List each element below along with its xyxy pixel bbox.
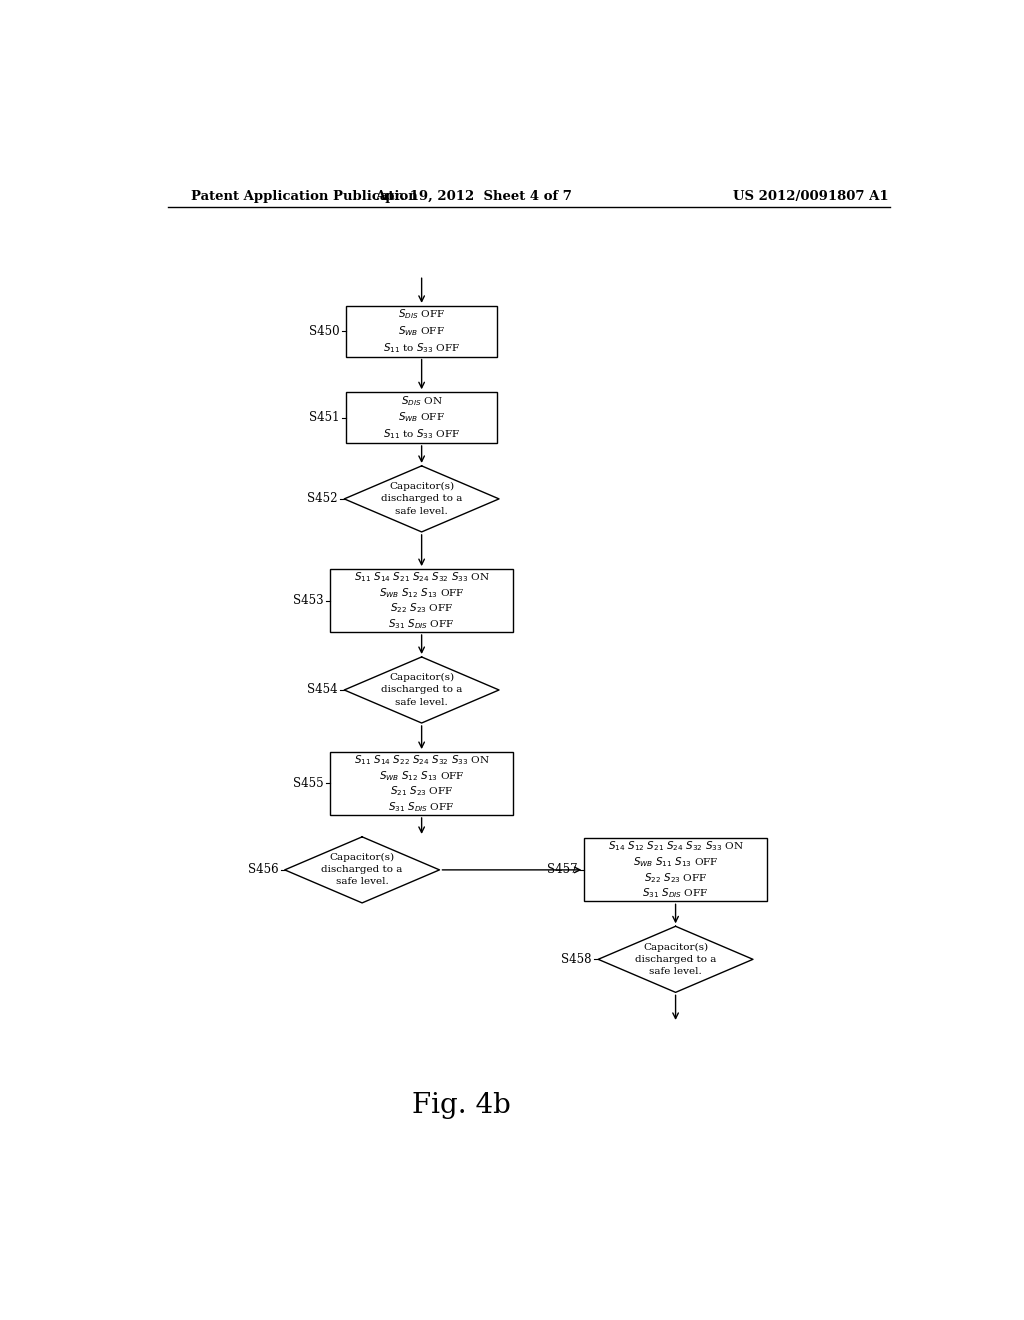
Bar (331, 752, 513, 814)
Text: $S_{WB}$ $S_{12}$ $S_{13}$ OFF: $S_{WB}$ $S_{12}$ $S_{13}$ OFF (379, 586, 465, 599)
Text: $S_{22}$ $S_{23}$ OFF: $S_{22}$ $S_{23}$ OFF (390, 602, 454, 615)
Text: $S_{11}$ $S_{14}$ $S_{22}$ $S_{24}$ $S_{32}$ $S_{33}$ ON: $S_{11}$ $S_{14}$ $S_{22}$ $S_{24}$ $S_{… (353, 752, 489, 767)
Bar (346, 392, 497, 444)
Text: $S_{31}$ $S_{DIS}$ OFF: $S_{31}$ $S_{DIS}$ OFF (388, 800, 455, 814)
Text: S454: S454 (307, 684, 338, 697)
Text: Patent Application Publication: Patent Application Publication (191, 190, 418, 202)
Text: S451: S451 (309, 411, 340, 424)
Text: Capacitor(s): Capacitor(s) (330, 853, 394, 862)
Text: S450: S450 (309, 325, 340, 338)
Text: $S_{DIS}$ ON: $S_{DIS}$ ON (400, 393, 442, 408)
Text: $S_{WB}$ OFF: $S_{WB}$ OFF (398, 411, 445, 425)
Text: discharged to a: discharged to a (381, 685, 462, 694)
Text: $S_{DIS}$ OFF: $S_{DIS}$ OFF (398, 308, 445, 321)
Text: $S_{WB}$ OFF: $S_{WB}$ OFF (398, 325, 445, 338)
Text: safe level.: safe level. (649, 968, 702, 975)
Text: US 2012/0091807 A1: US 2012/0091807 A1 (733, 190, 888, 202)
Text: Capacitor(s): Capacitor(s) (643, 942, 709, 952)
Text: S452: S452 (307, 492, 338, 506)
Text: $S_{21}$ $S_{23}$ OFF: $S_{21}$ $S_{23}$ OFF (390, 784, 454, 799)
Text: $S_{WB}$ $S_{11}$ $S_{13}$ OFF: $S_{WB}$ $S_{11}$ $S_{13}$ OFF (633, 855, 719, 869)
Text: $S_{WB}$ $S_{12}$ $S_{13}$ OFF: $S_{WB}$ $S_{12}$ $S_{13}$ OFF (379, 768, 465, 783)
Text: $S_{31}$ $S_{DIS}$ OFF: $S_{31}$ $S_{DIS}$ OFF (642, 887, 709, 900)
Text: safe level.: safe level. (395, 507, 449, 516)
Bar (346, 306, 497, 356)
Bar (585, 838, 767, 902)
Text: discharged to a: discharged to a (322, 866, 402, 874)
Text: S453: S453 (294, 594, 324, 607)
Text: S456: S456 (248, 863, 279, 876)
Text: $S_{11}$ to $S_{33}$ OFF: $S_{11}$ to $S_{33}$ OFF (383, 428, 460, 441)
Text: S458: S458 (561, 953, 592, 966)
Text: S455: S455 (294, 777, 324, 789)
Text: Capacitor(s): Capacitor(s) (389, 673, 455, 682)
Bar (331, 569, 513, 632)
Text: safe level.: safe level. (336, 878, 388, 887)
Text: $S_{11}$ to $S_{33}$ OFF: $S_{11}$ to $S_{33}$ OFF (383, 342, 460, 355)
Text: $S_{22}$ $S_{23}$ OFF: $S_{22}$ $S_{23}$ OFF (644, 871, 708, 884)
Text: $S_{11}$ $S_{14}$ $S_{21}$ $S_{24}$ $S_{32}$ $S_{33}$ ON: $S_{11}$ $S_{14}$ $S_{21}$ $S_{24}$ $S_{… (353, 570, 489, 583)
Text: $S_{31}$ $S_{DIS}$ OFF: $S_{31}$ $S_{DIS}$ OFF (388, 618, 455, 631)
Text: Fig. 4b: Fig. 4b (412, 1092, 511, 1119)
Text: $S_{14}$ $S_{12}$ $S_{21}$ $S_{24}$ $S_{32}$ $S_{33}$ ON: $S_{14}$ $S_{12}$ $S_{21}$ $S_{24}$ $S_{… (607, 840, 743, 853)
Text: discharged to a: discharged to a (635, 954, 716, 964)
Text: Capacitor(s): Capacitor(s) (389, 482, 455, 491)
Text: Apr. 19, 2012  Sheet 4 of 7: Apr. 19, 2012 Sheet 4 of 7 (375, 190, 571, 202)
Text: S457: S457 (548, 863, 578, 876)
Text: safe level.: safe level. (395, 697, 449, 706)
Text: discharged to a: discharged to a (381, 495, 462, 503)
